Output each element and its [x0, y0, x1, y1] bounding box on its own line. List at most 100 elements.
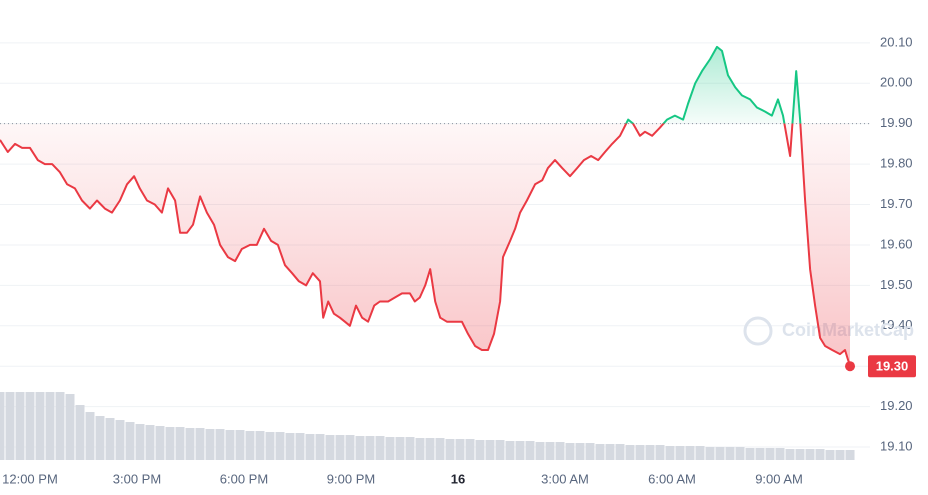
x-tick-label: 6:00 AM	[648, 471, 696, 486]
volume-bar	[845, 450, 855, 460]
volume-bar	[155, 426, 165, 460]
volume-bar	[215, 429, 225, 460]
volume-bar	[375, 436, 385, 460]
volume-bar	[385, 437, 395, 460]
volume-bar	[605, 444, 615, 460]
volume-bar	[5, 392, 15, 460]
volume-bar	[785, 449, 795, 460]
y-tick-label: 19.60	[880, 236, 913, 251]
volume-bar	[125, 422, 135, 460]
volume-bar	[175, 427, 185, 460]
volume-bar	[425, 438, 435, 460]
x-tick-label: 6:00 PM	[220, 471, 268, 486]
area-fill	[0, 46, 850, 367]
volume-bar	[585, 443, 595, 460]
volume-bar	[545, 442, 555, 460]
x-tick-label: 16	[451, 471, 465, 486]
volume-bar	[745, 448, 755, 460]
volume-bar	[365, 436, 375, 460]
volume-bar	[475, 440, 485, 460]
volume-bar	[705, 447, 715, 460]
volume-bar	[205, 429, 215, 460]
volume-bar	[325, 435, 335, 460]
last-price-box	[868, 355, 916, 378]
volume-bar	[645, 445, 655, 460]
volume-bar	[575, 443, 585, 460]
y-tick-label: 19.80	[880, 156, 913, 171]
y-tick-label: 19.10	[880, 438, 913, 453]
watermark-logo	[743, 316, 773, 346]
volume-bar	[495, 440, 505, 460]
volume-bar	[305, 434, 315, 460]
volume-bar	[195, 428, 205, 460]
volume-bar	[505, 441, 515, 460]
volume-bar	[265, 432, 275, 460]
volume-bar	[695, 446, 705, 460]
volume-bar	[25, 392, 35, 460]
volume-bar	[415, 438, 425, 460]
volume-bar	[345, 435, 355, 460]
volume-bar	[435, 438, 445, 460]
volume-bar	[315, 434, 325, 460]
x-tick-label: 3:00 PM	[113, 471, 161, 486]
volume-bar	[115, 420, 125, 460]
volume-bar	[735, 447, 745, 460]
volume-bar	[635, 445, 645, 460]
volume-bar	[395, 437, 405, 460]
volume-bar	[795, 449, 805, 460]
volume-bar	[65, 394, 75, 460]
volume-bar	[835, 450, 845, 460]
volume-bar	[715, 447, 725, 460]
volume-bar	[675, 446, 685, 460]
volume-bar	[185, 428, 195, 460]
volume-bar	[445, 439, 455, 460]
volume-bar	[625, 445, 635, 460]
y-tick-label: 19.90	[880, 115, 913, 130]
volume-bar	[45, 392, 55, 460]
volume-bar	[655, 445, 665, 460]
volume-bar	[805, 449, 815, 460]
volume-bar	[725, 447, 735, 460]
volume-bar	[595, 444, 605, 460]
x-tick-label: 9:00 AM	[755, 471, 803, 486]
volume-bar	[295, 433, 305, 460]
volume-bar	[565, 443, 575, 460]
volume-bar	[275, 432, 285, 460]
volume-bar	[15, 392, 25, 460]
volume-bar	[755, 448, 765, 460]
volume-bar	[455, 439, 465, 460]
volume-bar	[615, 444, 625, 460]
volume-bar	[825, 450, 835, 460]
volume-bar	[75, 405, 85, 460]
y-tick-label: 19.20	[880, 398, 913, 413]
y-tick-label: 19.70	[880, 196, 913, 211]
volume-bar	[55, 392, 65, 460]
volume-bar	[485, 440, 495, 460]
volume-bar	[515, 441, 525, 460]
y-tick-label: 20.00	[880, 75, 913, 90]
volume-bar	[535, 442, 545, 460]
volume-bar	[665, 446, 675, 460]
y-tick-label: 19.50	[880, 277, 913, 292]
volume-bar	[775, 448, 785, 460]
volume-bar	[235, 430, 245, 460]
volume-bar	[135, 424, 145, 460]
volume-bar	[685, 446, 695, 460]
volume-bar	[85, 412, 95, 460]
volume-bar	[95, 416, 105, 460]
volume-bar	[245, 431, 255, 460]
volume-bar	[255, 431, 265, 460]
x-tick-label: 3:00 AM	[541, 471, 589, 486]
volume-bar	[225, 430, 235, 460]
volume-bar	[555, 442, 565, 460]
y-tick-label: 19.40	[880, 317, 913, 332]
volume-bar	[0, 392, 5, 460]
x-tick-label: 12:00 PM	[2, 471, 58, 486]
last-point	[845, 361, 856, 372]
last-price-label: 19.30	[876, 359, 909, 374]
price-line	[0, 45, 851, 367]
volume-bar	[285, 433, 295, 460]
volume-bar	[335, 435, 345, 460]
volume-bar	[35, 392, 45, 460]
